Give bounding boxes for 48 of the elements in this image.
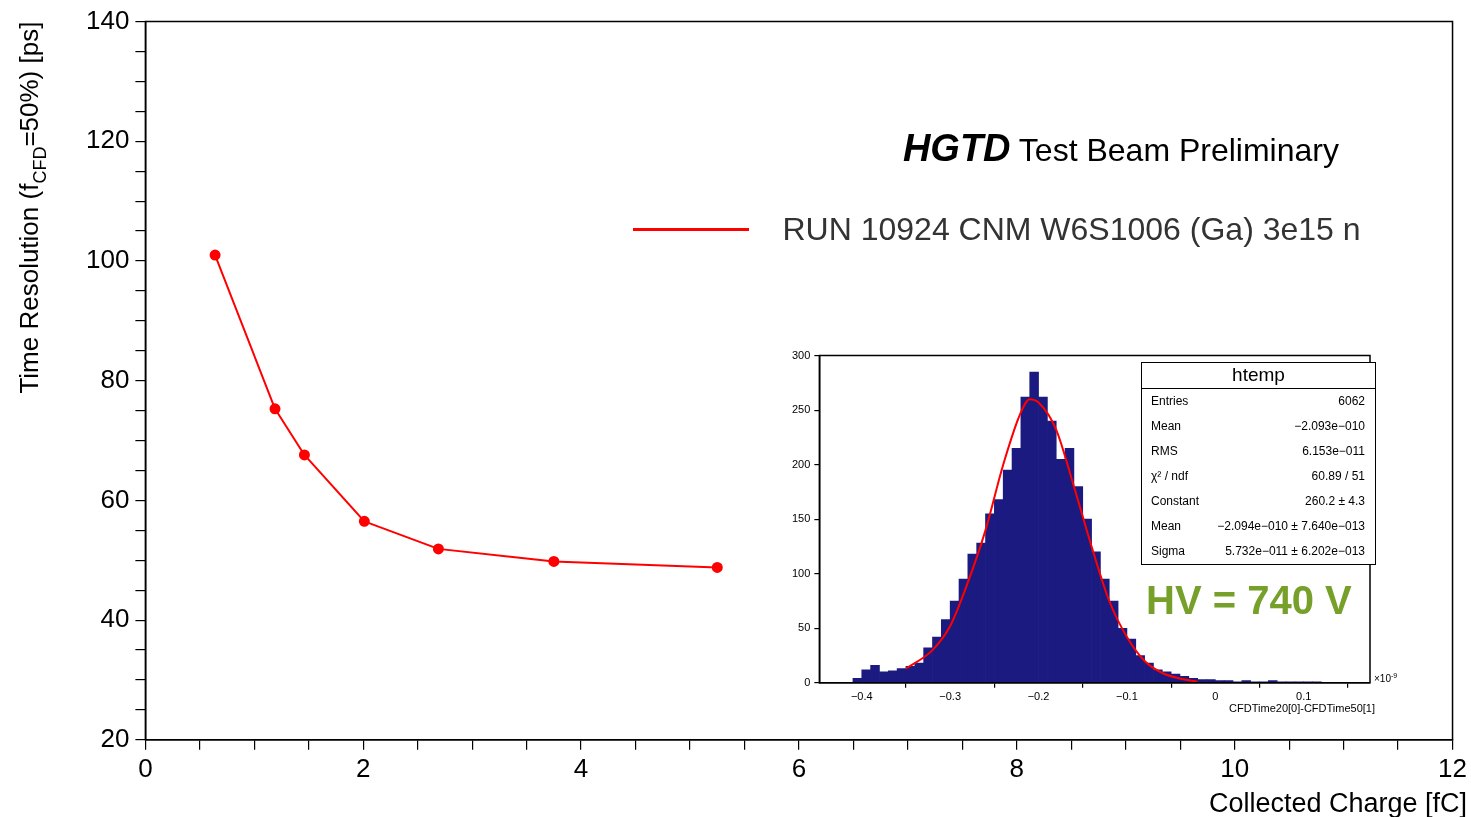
annotation: −2.094e−010 ± 7.640e−013 [1217,519,1365,533]
annotation: −2.093e−010 [1294,419,1365,433]
y-tick-label: 200 [791,457,811,470]
annotation: RMS [1151,444,1178,458]
y-tick-label: 80 [100,363,130,394]
x-tick-label: 4 [573,752,589,783]
x-tick-label: 2 [356,752,371,783]
y-tick-label: 140 [85,4,130,35]
y-tick-label: 50 [798,621,811,634]
annotation: 5.732e−011 ± 6.202e−013 [1225,544,1365,558]
y-tick-label: 20 [100,722,130,753]
annotation: 60.89 / 51 [1311,469,1365,483]
text: HGTD Test Beam Preliminary [902,127,1339,169]
x-tick-label: −0.1 [1116,690,1138,703]
y-tick-label: 100 [85,244,130,275]
x-tick-label: 8 [1009,752,1025,783]
annotation: 6062 [1338,394,1365,408]
x-tick-label: 6 [791,752,807,783]
annotation: χ² / ndf [1151,469,1188,483]
x-tick-label: −0.3 [939,690,962,703]
annotation: 6.153e−011 [1302,444,1365,458]
annotation: HV = 740 V [1146,578,1352,623]
y-tick-label: 100 [791,566,811,579]
y-tick-label: 250 [791,403,811,416]
annotation: Mean [1151,519,1182,533]
x-tick-label: −0.2 [1027,690,1050,703]
y-tick-label: 120 [85,124,130,155]
y-tick-label: 300 [791,348,811,361]
x-tick-label: −0.4 [850,690,873,703]
x-tick-label: 0 [138,752,153,783]
y-tick-label: 60 [100,483,130,514]
annotation: Constant [1151,494,1200,508]
legend-label: RUN 10924 CNM W6S1006 (Ga) 3e15 n [782,211,1361,249]
x-tick-label: 12 [1438,752,1467,783]
x-tick-label: 0.1 [1296,690,1312,703]
x-tick-label: 0 [1212,690,1219,703]
x-tick-label: 10 [1220,752,1250,783]
y-tick-label: 150 [791,512,811,525]
y-axis-title: Time Resolution (fCFD=50%) [ps] [14,21,50,394]
x-axis-title: CFDTime20[0]-CFDTime50[1] [1229,702,1376,714]
annotation: Mean [1151,419,1182,433]
annotation: Sigma [1151,544,1186,558]
annotation: 260.2 ± 4.3 [1305,494,1365,508]
y-tick-label: 40 [100,603,130,634]
annotation: Entries [1151,394,1189,408]
annotation: htemp [1142,363,1375,389]
y-tick-label: 0 [804,675,811,688]
x-axis-title: Collected Charge [fC] [1208,788,1467,817]
